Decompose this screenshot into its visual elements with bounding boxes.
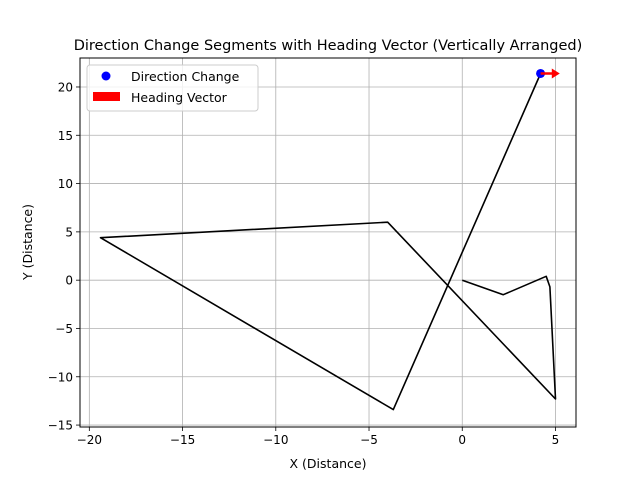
grid-layer xyxy=(80,58,576,427)
y-tick-label: −5 xyxy=(55,322,73,336)
y-tick-label: 0 xyxy=(65,274,73,288)
x-tick-label: −5 xyxy=(360,433,378,447)
y-tick-label: −10 xyxy=(48,370,73,384)
legend-heading-vector-label: Heading Vector xyxy=(131,90,228,105)
x-axis-label: X (Distance) xyxy=(290,456,367,471)
legend-direction-change-marker xyxy=(101,71,111,81)
x-tick-label: −20 xyxy=(77,433,102,447)
plot-frame xyxy=(79,57,577,428)
y-tick-label: 10 xyxy=(58,177,73,191)
legend: Direction Change Heading Vector xyxy=(86,64,259,112)
y-tick-label: 15 xyxy=(58,129,73,143)
y-tick-label: 5 xyxy=(65,225,73,239)
x-tick-label: 0 xyxy=(458,433,466,447)
legend-heading-vector-swatch xyxy=(93,92,120,101)
y-tick-label: −15 xyxy=(48,419,73,433)
chart-title: Direction Change Segments with Heading V… xyxy=(74,38,583,54)
legend-box xyxy=(86,64,259,112)
direction-change-point xyxy=(536,68,546,78)
ticks-layer: −20 −15 −10 −5 0 5 −15 −10 −5 0 5 10 15 20 xyxy=(48,80,560,447)
series-layer xyxy=(99,68,560,411)
x-tick-label: −10 xyxy=(263,433,288,447)
y-axis-label: Y (Distance) xyxy=(20,204,35,281)
heading-vector-arrow xyxy=(540,68,560,79)
x-tick-label: −15 xyxy=(170,433,195,447)
y-tick-label: 20 xyxy=(58,80,73,94)
path-line xyxy=(99,73,557,411)
legend-direction-change-label: Direction Change xyxy=(131,69,240,84)
x-tick-label: 5 xyxy=(552,433,560,447)
